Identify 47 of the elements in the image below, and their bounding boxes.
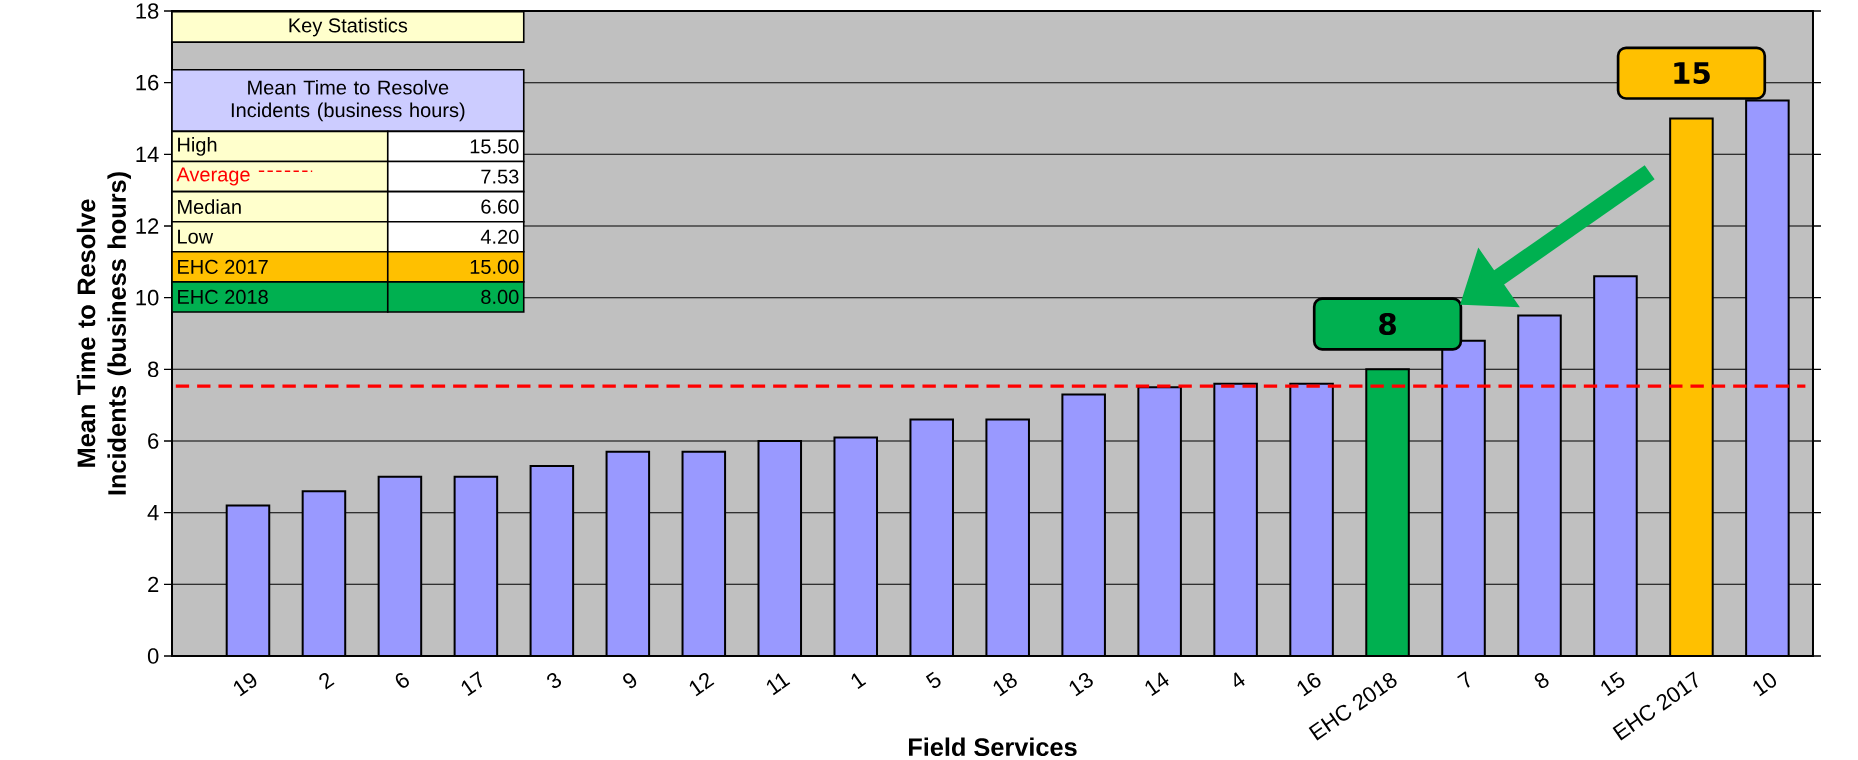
annotation: Low — [178, 229, 214, 244]
x-tick-label: 11 — [766, 673, 791, 696]
annotation: Average — [176, 167, 250, 186]
x-tick-label: 3 — [547, 672, 562, 689]
x-tick-label: 6 — [395, 672, 409, 688]
x-tick-label: 8 — [1534, 672, 1549, 689]
y-axis-title: Mean Time to Resolve Incidents (business hours) — [76, 172, 131, 495]
y-tick-label: 14 — [136, 146, 159, 162]
annotation: 8.00 — [481, 289, 519, 305]
x-tick-label: 10 — [1753, 673, 1777, 697]
x-tick-label: 16 — [1297, 672, 1321, 697]
y-tick-label: 8 — [148, 361, 159, 378]
x-tick-label: 17 — [461, 671, 483, 697]
y-tick-label: 0 — [147, 648, 159, 664]
annotation: EHC 2017 — [178, 259, 268, 274]
x-tick-label: 15 — [1601, 671, 1625, 697]
annotation: EHC 2018 — [178, 289, 268, 305]
x-tick-label: 13 — [1069, 672, 1093, 697]
x-tick-label: 12 — [689, 672, 715, 697]
x-tick-label: 2 — [319, 672, 335, 690]
annotation: 6.60 — [481, 199, 519, 214]
annotation: Key Statistics — [289, 17, 408, 37]
annotation: 15 — [1674, 62, 1710, 85]
annotation: 15.50 — [470, 139, 519, 154]
annotation: High — [178, 137, 217, 156]
annotation: 15.00 — [470, 259, 519, 274]
annotation: 4.20 — [480, 229, 519, 244]
x-tick-label: 7 — [1457, 671, 1470, 688]
annotation: Median — [178, 199, 241, 214]
y-tick-label: 10 — [136, 289, 159, 306]
y-tick-label: 2 — [148, 576, 159, 593]
y-tick-label: 6 — [148, 433, 159, 449]
annotation: Mean Time to Resolve Incidents (business hours) — [231, 79, 465, 122]
x-tick-label: 19 — [233, 673, 257, 697]
annotation: 8 — [1379, 312, 1396, 336]
x-tick-label: 9 — [623, 673, 637, 689]
y-tick-label: 4 — [147, 505, 159, 521]
y-tick-label: 18 — [136, 3, 159, 19]
x-tick-label: 4 — [1234, 672, 1245, 687]
x-axis-title: Field Services — [908, 737, 1077, 757]
x-tick-label: 5 — [925, 671, 941, 688]
y-tick-label: 16 — [136, 74, 159, 91]
x-tick-label: 18 — [993, 672, 1017, 697]
annotation: 7.53 — [481, 169, 519, 184]
x-tick-label: 1 — [851, 673, 867, 690]
y-tick-label: 12 — [136, 218, 159, 234]
x-tick-label: 14 — [1145, 672, 1169, 697]
